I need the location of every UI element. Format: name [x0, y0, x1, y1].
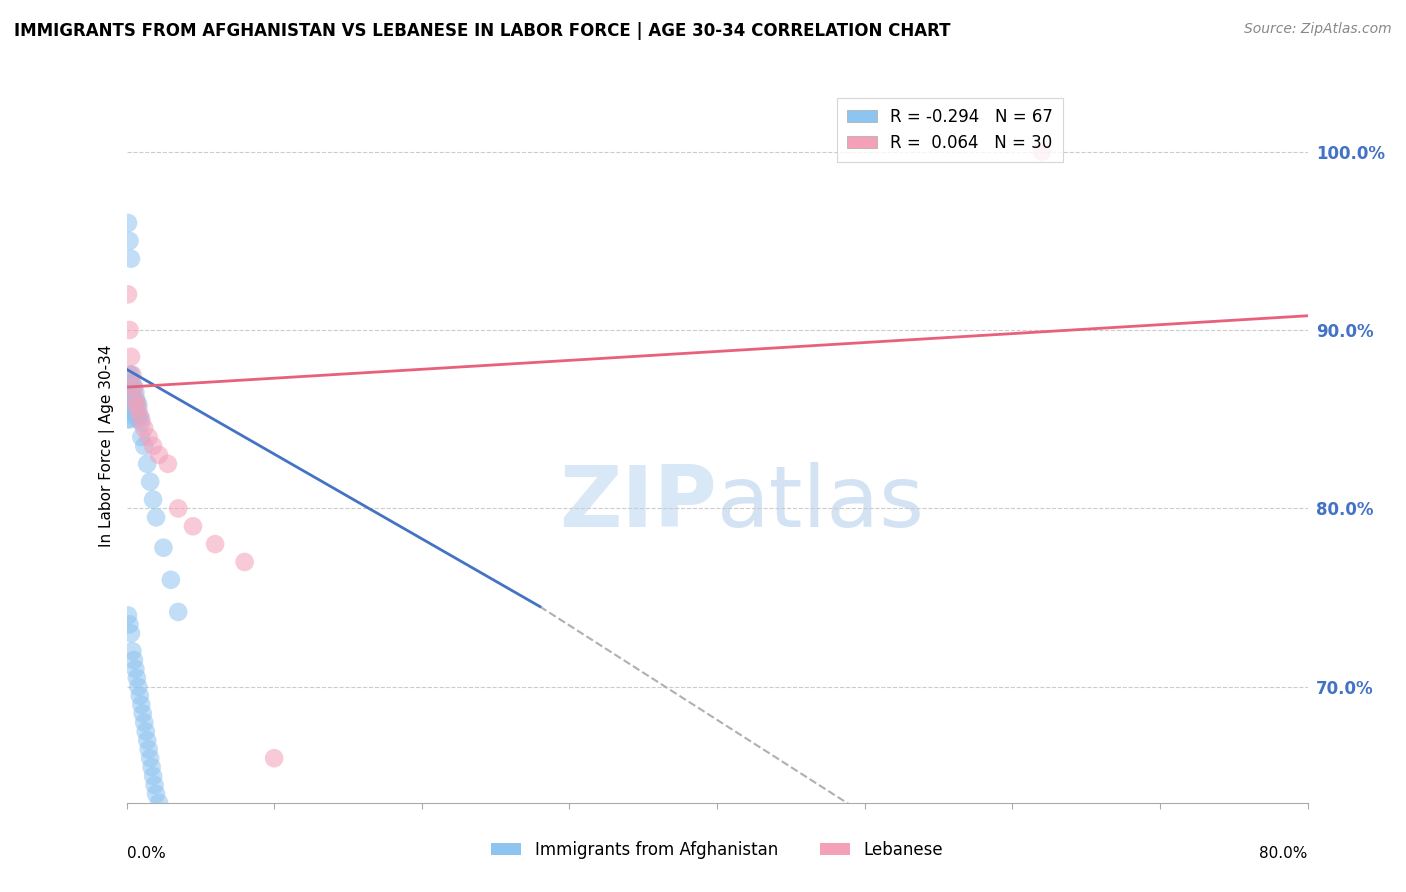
- Point: [120, 403, 142, 417]
- Point: [122, 380, 145, 394]
- Point: [121, 403, 143, 417]
- Point: [134, 715, 156, 730]
- Point: [124, 385, 146, 400]
- Point: [136, 457, 159, 471]
- Point: [124, 391, 146, 405]
- Point: [121, 376, 143, 391]
- Text: ZIP: ZIP: [560, 461, 717, 545]
- Legend: Immigrants from Afghanistan, Lebanese: Immigrants from Afghanistan, Lebanese: [485, 835, 949, 866]
- Point: [127, 680, 149, 694]
- Point: [142, 492, 165, 507]
- Point: [117, 394, 139, 409]
- Point: [120, 368, 142, 382]
- Point: [141, 760, 163, 774]
- Point: [167, 840, 190, 855]
- Point: [118, 403, 141, 417]
- Point: [152, 541, 174, 555]
- Point: [134, 421, 156, 435]
- Point: [117, 216, 139, 230]
- Point: [129, 430, 153, 444]
- Point: [138, 430, 160, 444]
- Point: [233, 555, 256, 569]
- Point: [121, 389, 143, 403]
- Point: [138, 742, 160, 756]
- Point: [181, 519, 204, 533]
- Point: [129, 698, 153, 712]
- Point: [125, 394, 148, 409]
- Point: [159, 573, 183, 587]
- Point: [120, 252, 142, 266]
- Point: [118, 368, 141, 382]
- Point: [120, 350, 142, 364]
- Point: [148, 448, 170, 462]
- Point: [153, 814, 176, 828]
- Point: [117, 287, 139, 301]
- Point: [121, 644, 143, 658]
- Point: [150, 805, 173, 819]
- Point: [128, 689, 150, 703]
- Point: [122, 409, 145, 423]
- Point: [145, 787, 167, 801]
- Point: [118, 394, 141, 409]
- Point: [125, 671, 148, 685]
- Point: [120, 376, 142, 391]
- Point: [145, 510, 167, 524]
- Text: 0.0%: 0.0%: [127, 846, 166, 861]
- Text: Source: ZipAtlas.com: Source: ZipAtlas.com: [1244, 22, 1392, 37]
- Point: [117, 376, 139, 391]
- Point: [159, 831, 183, 846]
- Point: [263, 751, 285, 765]
- Point: [125, 398, 148, 412]
- Point: [139, 475, 162, 489]
- Text: 80.0%: 80.0%: [1260, 846, 1308, 861]
- Point: [167, 605, 190, 619]
- Point: [143, 778, 166, 792]
- Point: [120, 391, 142, 405]
- Point: [128, 409, 150, 423]
- Point: [127, 412, 149, 426]
- Point: [136, 733, 159, 747]
- Point: [156, 457, 179, 471]
- Point: [142, 439, 165, 453]
- Text: atlas: atlas: [717, 461, 925, 545]
- Point: [118, 617, 141, 632]
- Point: [132, 706, 155, 721]
- Point: [1031, 145, 1053, 159]
- Point: [156, 822, 179, 837]
- Point: [122, 394, 145, 409]
- Point: [118, 376, 141, 391]
- Point: [118, 234, 141, 248]
- Point: [167, 501, 190, 516]
- Point: [125, 407, 148, 421]
- Point: [129, 416, 153, 430]
- Point: [139, 751, 162, 765]
- Point: [118, 323, 141, 337]
- Point: [124, 662, 146, 676]
- Point: [117, 385, 139, 400]
- Point: [148, 796, 170, 810]
- Text: IMMIGRANTS FROM AFGHANISTAN VS LEBANESE IN LABOR FORCE | AGE 30-34 CORRELATION C: IMMIGRANTS FROM AFGHANISTAN VS LEBANESE …: [14, 22, 950, 40]
- Point: [117, 412, 139, 426]
- Point: [129, 412, 153, 426]
- Point: [127, 398, 149, 412]
- Point: [120, 626, 142, 640]
- Point: [117, 608, 139, 623]
- Point: [135, 724, 157, 739]
- Point: [121, 368, 143, 382]
- Point: [122, 380, 145, 394]
- Y-axis label: In Labor Force | Age 30-34: In Labor Force | Age 30-34: [100, 344, 115, 548]
- Point: [117, 403, 139, 417]
- Point: [118, 385, 141, 400]
- Point: [142, 769, 165, 783]
- Point: [124, 398, 146, 412]
- Point: [127, 403, 149, 417]
- Point: [204, 537, 226, 551]
- Point: [134, 439, 156, 453]
- Point: [118, 412, 141, 426]
- Point: [122, 653, 145, 667]
